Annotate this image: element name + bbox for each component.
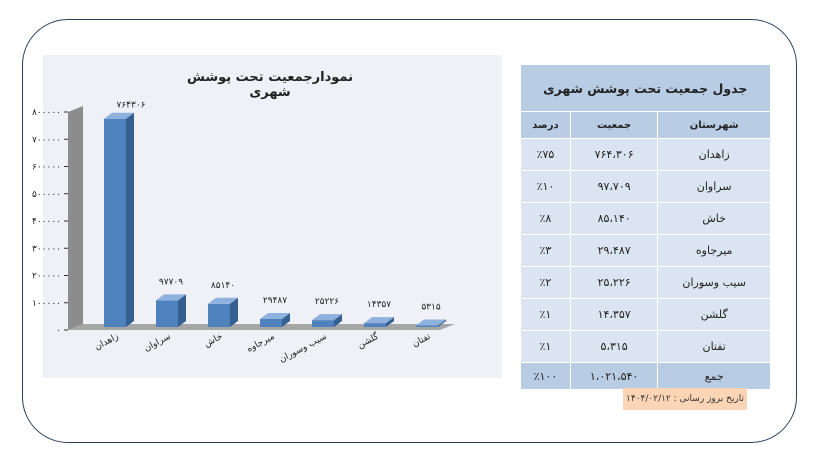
table-total-row: جمع ۱،۰۲۱،۵۴۰ ٪۱۰۰ [520,362,770,389]
x-tick-label: تفتان [411,332,433,350]
bar-top [156,294,186,301]
y-tick-label: ۶۰۰۰۰۰ [32,163,61,173]
cell-percent: ٪۱۰ [520,170,571,203]
table-row: سراوان ۹۷،۷۰۹ ٪۱۰ [520,170,770,203]
header-city: شهرستان [657,111,770,139]
total-label: جمع [657,362,770,389]
bar-side [178,294,186,327]
bar-side [126,112,134,327]
x-tick-label: خاش [203,332,225,350]
x-tick-label: سیب وسوران [278,332,329,365]
bar-side [386,317,394,327]
cell-percent: ٪۱ [520,330,571,363]
chart-title: نمودارجمعیت تحت پوشش شهری [186,70,354,100]
bar-top [364,317,394,324]
bar [416,325,438,327]
cell-city: سیب وسوران [657,266,770,299]
total-population: ۱،۰۲۱،۵۴۰ [569,362,658,389]
table-row: تفتان ۵،۳۱۵ ٪۱ [520,330,770,363]
bar [208,303,230,327]
cell-population: ۸۵،۱۴۰ [569,202,658,235]
table-row: زاهدان ۷۶۴،۳۰۶ ٪۷۵ [520,138,770,171]
bar [260,318,282,327]
bar-side [282,312,290,327]
bar-top [260,312,290,319]
cell-population: ۲۵،۲۲۶ [569,266,658,299]
y-tick-label: ۳۰۰۰۰۰ [32,244,61,254]
cell-percent: ٪۷۵ [520,138,571,171]
cell-percent: ٪۲ [520,266,571,299]
data-label: ۲۵۲۲۶ [315,297,339,307]
data-label: ۸۵۱۴۰ [211,281,235,291]
bar [364,323,386,327]
cell-population: ۵،۳۱۵ [569,330,658,363]
table-title: جدول جمعیت تحت پوشش شهری [520,65,770,112]
bar [312,320,334,327]
y-tick-label: ۴۰۰۰۰۰ [32,217,61,227]
x-tick-label: سراوان [143,332,173,354]
cell-city: زاهدان [657,138,770,171]
data-label: ۲۹۴۸۷ [263,296,287,306]
y-tick-label: ۰ [56,326,61,336]
y-tick-label: ۱۰۰۰۰۰ [32,299,61,309]
population-table: جدول جمعیت تحت پوشش شهری شهرستان جمعیت د… [520,65,770,389]
cell-city: گلشن [657,298,770,331]
y-tick-label: ۸۰۰۰۰۰ [32,108,61,118]
bar-top [208,297,238,304]
data-label: ۵۳۱۵ [421,303,441,313]
x-tick-label: میرجاوه [245,332,276,355]
cell-city: خاش [657,202,770,235]
cell-city: میرجاوه [657,234,770,267]
cell-population: ۷۶۴،۳۰۶ [569,138,658,171]
data-label: ۱۴۳۵۷ [367,300,391,310]
cell-percent: ٪۱ [520,298,571,331]
y-tick-label: ۲۰۰۰۰۰ [32,272,61,282]
table-row: خاش ۸۵،۱۴۰ ٪۸ [520,202,770,235]
bar-top [312,314,342,321]
total-percent: ٪۱۰۰ [520,362,571,389]
data-label: ۹۷۷۰۹ [159,277,183,287]
y-tick-label: ۵۰۰۰۰۰ [32,190,61,200]
update-date: تاریخ بروز رسانی : ۱۴۰۴/۰۲/۱۲ [623,388,747,410]
cell-population: ۹۷،۷۰۹ [569,170,658,203]
cell-percent: ٪۸ [520,202,571,235]
chart-side-wall [68,106,83,330]
table-row: گلشن ۱۴،۳۵۷ ٪۱ [520,298,770,331]
x-tick-label: گلشن [355,330,381,351]
bar-side [438,319,446,327]
data-label: ۷۶۴۳۰۶ [116,101,145,111]
cell-population: ۲۹،۴۸۷ [569,234,658,267]
cell-percent: ٪۳ [520,234,571,267]
bar-side [334,314,342,327]
bar-top [104,112,134,119]
x-tick-label: زاهدان [93,332,120,353]
cell-city: سراوان [657,170,770,203]
table-row: سیب وسوران ۲۵،۲۲۶ ٪۲ [520,266,770,299]
table-row: میرجاوه ۲۹،۴۸۷ ٪۳ [520,234,770,267]
header-population: جمعیت [569,111,658,139]
y-tick-label: ۷۰۰۰۰۰ [32,135,61,145]
bar [104,118,126,327]
header-percent: درصد [520,111,571,139]
bar-side [230,297,238,327]
bar [156,300,178,327]
cell-population: ۱۴،۳۵۷ [569,298,658,331]
bar-top [416,319,446,326]
cell-city: تفتان [657,330,770,363]
